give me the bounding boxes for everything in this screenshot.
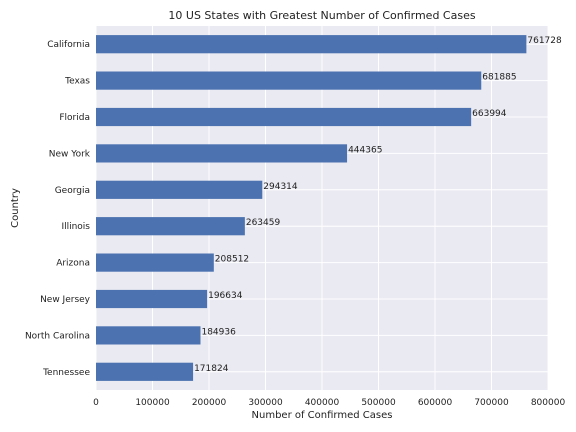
y-tick-label: Texas — [64, 77, 90, 87]
x-tick-label: 300000 — [248, 398, 283, 408]
x-tick-label: 200000 — [192, 398, 227, 408]
data-label: 294314 — [263, 182, 298, 192]
data-label: 171824 — [194, 364, 229, 374]
y-tick-labels: California Texas Florida New York Georgia Ill… — [25, 40, 91, 378]
x-tick-label: 100000 — [135, 398, 170, 408]
bar — [96, 71, 482, 90]
bars — [96, 35, 527, 381]
bar — [96, 144, 348, 163]
y-tick-label: Illinois — [61, 222, 90, 232]
data-label: 444365 — [348, 145, 382, 155]
x-tick-label: 0 — [93, 398, 99, 408]
y-tick-label: North Carolina — [25, 331, 90, 341]
data-label: 184936 — [201, 327, 236, 337]
data-label: 681885 — [482, 73, 516, 83]
x-axis-label: Number of Confirmed Cases — [252, 410, 393, 421]
y-tick-label: New Jersey — [40, 295, 91, 305]
y-tick-label: New York — [49, 149, 91, 159]
data-label: 208512 — [215, 255, 249, 265]
y-tick-label: Florida — [59, 113, 90, 123]
x-tick-label: 600000 — [418, 398, 453, 408]
data-label: 263459 — [246, 218, 281, 228]
x-tick-label: 800000 — [531, 398, 566, 408]
data-label: 196634 — [208, 291, 243, 301]
x-tick-label: 500000 — [361, 398, 396, 408]
y-tick-label: Arizona — [56, 259, 90, 269]
x-tick-label: 400000 — [305, 398, 340, 408]
bar — [96, 326, 201, 345]
x-tick-label: 700000 — [474, 398, 509, 408]
chart-title: 10 US States with Greatest Number of Con… — [168, 9, 475, 22]
bar — [96, 217, 245, 236]
bar — [96, 180, 263, 199]
y-axis-label: Country — [10, 188, 21, 228]
bar — [96, 362, 194, 381]
y-tick-label: Georgia — [55, 186, 90, 196]
y-tick-label: California — [47, 40, 90, 50]
data-label: 761728 — [527, 36, 562, 46]
bar — [96, 253, 214, 272]
bar — [96, 35, 527, 54]
x-tick-labels: 0 100000 200000 300000 400000 500000 600000 700… — [93, 398, 565, 408]
y-tick-label: Tennessee — [42, 368, 90, 378]
bar — [96, 289, 208, 309]
bar — [96, 107, 472, 127]
data-labels: 761728 681885 663994 444365 294314 263459 2085… — [194, 36, 562, 374]
data-label: 663994 — [472, 109, 507, 119]
